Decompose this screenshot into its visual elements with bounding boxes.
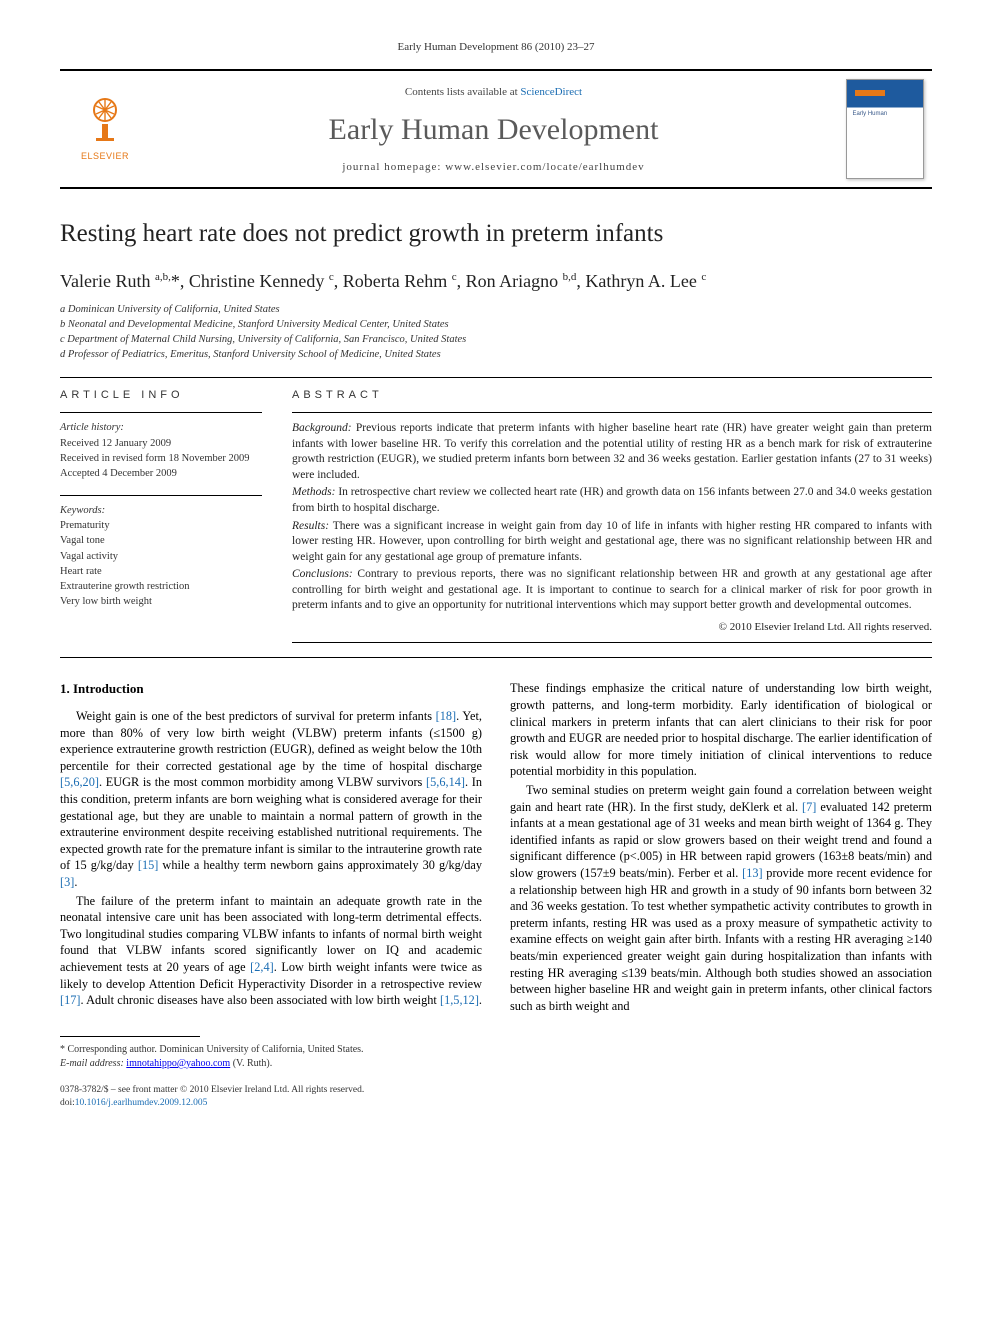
doi-link[interactable]: 10.1016/j.earlhumdev.2009.12.005 <box>75 1098 208 1108</box>
abstract-head: ABSTRACT <box>292 388 932 403</box>
divider <box>60 657 932 658</box>
keyword: Prematurity <box>60 519 262 533</box>
sciencedirect-link[interactable]: ScienceDirect <box>520 86 582 98</box>
abstract-bg-label: Background: <box>292 422 352 434</box>
publisher-logo-area: ELSEVIER <box>60 71 150 187</box>
corresponding-author: * Corresponding author. Dominican Univer… <box>60 1043 932 1070</box>
affiliation-line: c Department of Maternal Child Nursing, … <box>60 333 932 347</box>
keywords-block: Keywords: PrematurityVagal tone Vagal act… <box>60 504 262 609</box>
affiliation-line: a Dominican University of California, Un… <box>60 303 932 317</box>
contents-available: Contents lists available at ScienceDirec… <box>160 85 827 100</box>
abstract-methods-text: In retrospective chart review we collect… <box>292 486 932 514</box>
keyword: Heart rate <box>60 565 262 579</box>
body-text: while a healthy term newborn gains appro… <box>158 858 482 872</box>
elsevier-logo: ELSEVIER <box>81 96 129 162</box>
publisher-name: ELSEVIER <box>81 150 129 162</box>
divider <box>60 412 262 413</box>
abstract-results-label: Results: <box>292 520 329 532</box>
body-paragraph: Two seminal studies on preterm weight ga… <box>510 782 932 1014</box>
body-paragraph: Weight gain is one of the best predictor… <box>60 708 482 891</box>
abstract-results-text: There was a significant increase in weig… <box>292 520 932 563</box>
section-heading-intro: 1. Introduction <box>60 680 482 698</box>
doi-label: doi: <box>60 1098 75 1108</box>
abstract-conclusions-label: Conclusions: <box>292 568 353 580</box>
divider <box>60 495 262 496</box>
footnote-divider <box>60 1036 200 1037</box>
keywords-label: Keywords: <box>60 504 262 518</box>
citation-link[interactable]: [1,5,12] <box>440 993 479 1007</box>
article-info-head: ARTICLE INFO <box>60 388 262 403</box>
footer-issn: 0378-3782/$ – see front matter © 2010 El… <box>60 1084 932 1097</box>
citation-link[interactable]: [2,4] <box>250 960 274 974</box>
journal-cover-thumb <box>846 79 924 179</box>
journal-cover-area <box>837 71 932 187</box>
citation-link[interactable]: [5,6,20] <box>60 775 99 789</box>
keyword: Vagal tone <box>60 534 262 548</box>
homepage-prefix: journal homepage: <box>342 161 445 173</box>
contents-prefix: Contents lists available at <box>405 86 520 98</box>
history-label: Article history: <box>60 421 262 435</box>
citation-link[interactable]: [7] <box>802 800 816 814</box>
article-body: 1. Introduction Weight gain is one of th… <box>60 680 932 1014</box>
abstract-methods-label: Methods: <box>292 486 335 498</box>
body-text: . <box>74 875 77 889</box>
divider <box>292 642 932 643</box>
citation-link[interactable]: [5,6,14] <box>426 775 465 789</box>
article-title: Resting heart rate does not predict grow… <box>60 217 932 251</box>
history-line: Received 12 January 2009 <box>60 437 262 451</box>
email-link[interactable]: imnotahippo@yahoo.com <box>126 1058 230 1069</box>
citation-link[interactable]: [17] <box>60 993 81 1007</box>
journal-homepage: journal homepage: www.elsevier.com/locat… <box>160 160 827 175</box>
divider <box>60 377 932 378</box>
history-line: Received in revised form 18 November 200… <box>60 452 262 466</box>
affiliation-line: b Neonatal and Developmental Medicine, S… <box>60 318 932 332</box>
abstract-copyright: © 2010 Elsevier Ireland Ltd. All rights … <box>292 620 932 635</box>
citation-link[interactable]: [13] <box>742 866 763 880</box>
abstract-bg-text: Previous reports indicate that preterm i… <box>292 422 932 481</box>
keyword: Vagal activity <box>60 550 262 564</box>
journal-name: Early Human Development <box>160 110 827 151</box>
article-history: Article history: Received 12 January 200… <box>60 421 262 481</box>
homepage-url: www.elsevier.com/locate/earlhumdev <box>445 161 644 173</box>
citation-link[interactable]: [15] <box>138 858 159 872</box>
email-label: E-mail address: <box>60 1058 126 1069</box>
corresponding-line: * Corresponding author. Dominican Univer… <box>60 1043 932 1057</box>
authors-list: Valerie Ruth a,b,*, Christine Kennedy c,… <box>60 269 932 293</box>
citation-link[interactable]: [3] <box>60 875 74 889</box>
body-text: . EUGR is the most common morbidity amon… <box>99 775 426 789</box>
running-head: Early Human Development 86 (2010) 23–27 <box>60 40 932 55</box>
journal-banner: ELSEVIER Contents lists available at Sci… <box>60 69 932 189</box>
keyword: Very low birth weight <box>60 595 262 609</box>
body-text: Weight gain is one of the best predictor… <box>76 709 436 723</box>
email-suffix: (V. Ruth). <box>230 1058 272 1069</box>
history-line: Accepted 4 December 2009 <box>60 467 262 481</box>
keyword: Extrauterine growth restriction <box>60 580 262 594</box>
affiliation-line: d Professor of Pediatrics, Emeritus, Sta… <box>60 348 932 362</box>
footer-meta: 0378-3782/$ – see front matter © 2010 El… <box>60 1084 932 1110</box>
abstract-conclusions-text: Contrary to previous reports, there was … <box>292 568 932 611</box>
body-text: provide more recent evidence for a relat… <box>510 866 932 1013</box>
affiliations: a Dominican University of California, Un… <box>60 303 932 363</box>
body-text: . Adult chronic diseases have also been … <box>81 993 440 1007</box>
divider <box>292 412 932 413</box>
abstract-body: Background: Previous reports indicate th… <box>292 421 932 634</box>
citation-link[interactable]: [18] <box>436 709 457 723</box>
elsevier-tree-icon <box>81 96 129 148</box>
